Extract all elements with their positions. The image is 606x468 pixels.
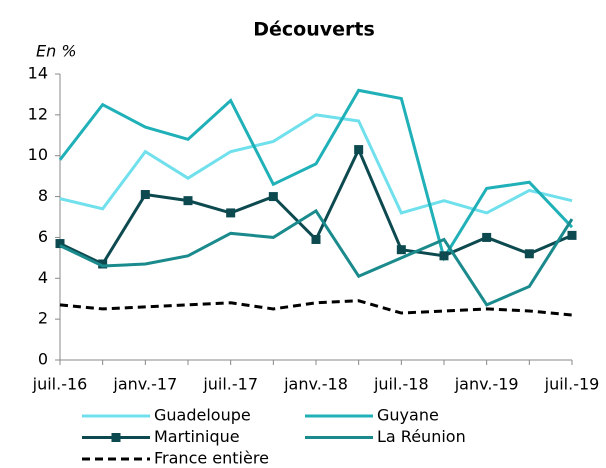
series-line	[59, 208, 574, 307]
marker	[268, 192, 278, 202]
y-tick-label: 8	[38, 186, 48, 205]
marker	[524, 249, 534, 259]
series-line	[59, 113, 573, 215]
chart-title: Découverts	[253, 19, 375, 41]
y-tick-label: 2	[38, 309, 48, 328]
series-line	[58, 88, 574, 262]
marker	[354, 145, 364, 155]
x-tick-label: juil.-16	[32, 375, 88, 394]
legend-label: France entière	[154, 449, 269, 468]
x-tick-label: janv.-18	[283, 375, 348, 394]
legend-marker	[111, 433, 121, 442]
marker	[396, 245, 406, 255]
marker	[439, 251, 449, 261]
legend-label: Guyane	[377, 406, 439, 425]
marker	[311, 234, 321, 244]
x-tick-label: janv.-19	[454, 375, 519, 394]
y-axis-label: En %	[36, 42, 77, 61]
y-tick-label: 14	[28, 64, 48, 83]
marker	[55, 239, 65, 249]
y-tick-label: 0	[38, 350, 48, 369]
marker	[183, 196, 193, 206]
marker	[140, 190, 150, 200]
x-tick-label: juil.-18	[373, 375, 429, 394]
legend-label: Martinique	[154, 427, 240, 446]
y-tick-label: 6	[38, 227, 48, 246]
x-tick-label: juil.-17	[202, 375, 258, 394]
y-tick-label: 12	[28, 104, 48, 123]
marker	[226, 208, 236, 218]
marker	[482, 232, 492, 242]
x-tick-label: janv.-17	[112, 375, 177, 394]
x-tick-label: juil.-19	[544, 375, 600, 394]
legend-label: Guadeloupe	[154, 406, 251, 425]
marker	[567, 230, 577, 240]
y-tick-label: 4	[38, 268, 48, 287]
series-line	[59, 299, 573, 317]
marker	[98, 259, 108, 269]
legend-label: La Réunion	[377, 427, 466, 446]
y-tick-label: 10	[28, 145, 48, 164]
